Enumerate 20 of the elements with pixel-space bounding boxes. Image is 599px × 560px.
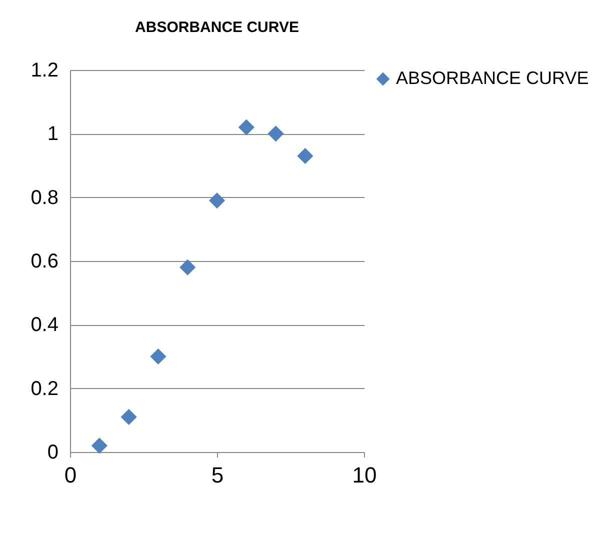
point <box>208 192 226 209</box>
y-tick-label: 0.8 <box>30 186 58 209</box>
point <box>238 119 254 136</box>
point <box>120 408 137 426</box>
x-tick-label: 0 <box>64 462 77 488</box>
y-tick-label: 0 <box>47 442 58 464</box>
x-tick-label: 10 <box>352 462 377 488</box>
y-tick-label: 0.6 <box>30 250 58 272</box>
point <box>180 259 196 276</box>
point <box>150 348 166 365</box>
y-tick-label: 1 <box>47 123 58 146</box>
y-tick-label: 1.2 <box>30 60 58 82</box>
chart-title: ABSORBANCE CURVE <box>135 19 299 36</box>
legend-label: ABSORBANCE CURVE <box>396 68 589 88</box>
y-tick-label: 0.4 <box>30 314 58 336</box>
point <box>268 126 284 142</box>
x-tick-label: 5 <box>211 462 224 488</box>
y-tick-label: 0.2 <box>30 378 58 400</box>
point <box>91 438 108 454</box>
point <box>297 148 314 164</box>
